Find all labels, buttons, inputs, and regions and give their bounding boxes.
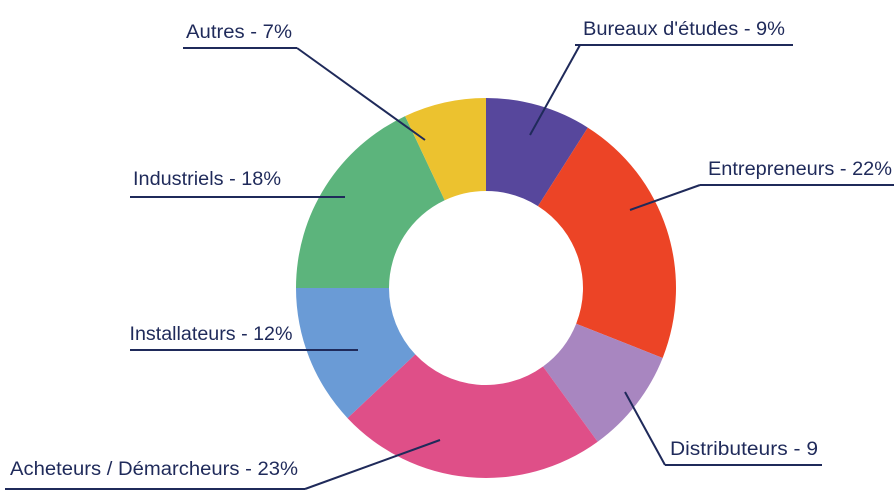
donut-segment [296, 288, 416, 419]
leader-line [304, 439, 441, 490]
leader-line [624, 391, 666, 466]
donut-segment [543, 323, 663, 442]
donut-segment [405, 98, 486, 201]
segment-label: Autres - 7% [186, 22, 292, 43]
leader-line [529, 44, 581, 136]
leader-line [629, 184, 701, 211]
segment-label: Entrepreneurs - 22% [708, 159, 892, 180]
donut-segment [537, 127, 677, 358]
segment-label: Bureaux d'études - 9% [583, 19, 785, 40]
donut-segment [347, 354, 598, 478]
segment-label: Distributeurs - 9 [670, 439, 818, 460]
segment-label: Industriels - 18% [133, 169, 281, 190]
segment-label: Acheteurs / Démarcheurs - 23% [10, 459, 298, 480]
leader-line [296, 47, 426, 141]
donut-segment [486, 98, 588, 207]
donut-segment [296, 116, 445, 289]
segment-label: Installateurs - 12% [130, 324, 293, 345]
